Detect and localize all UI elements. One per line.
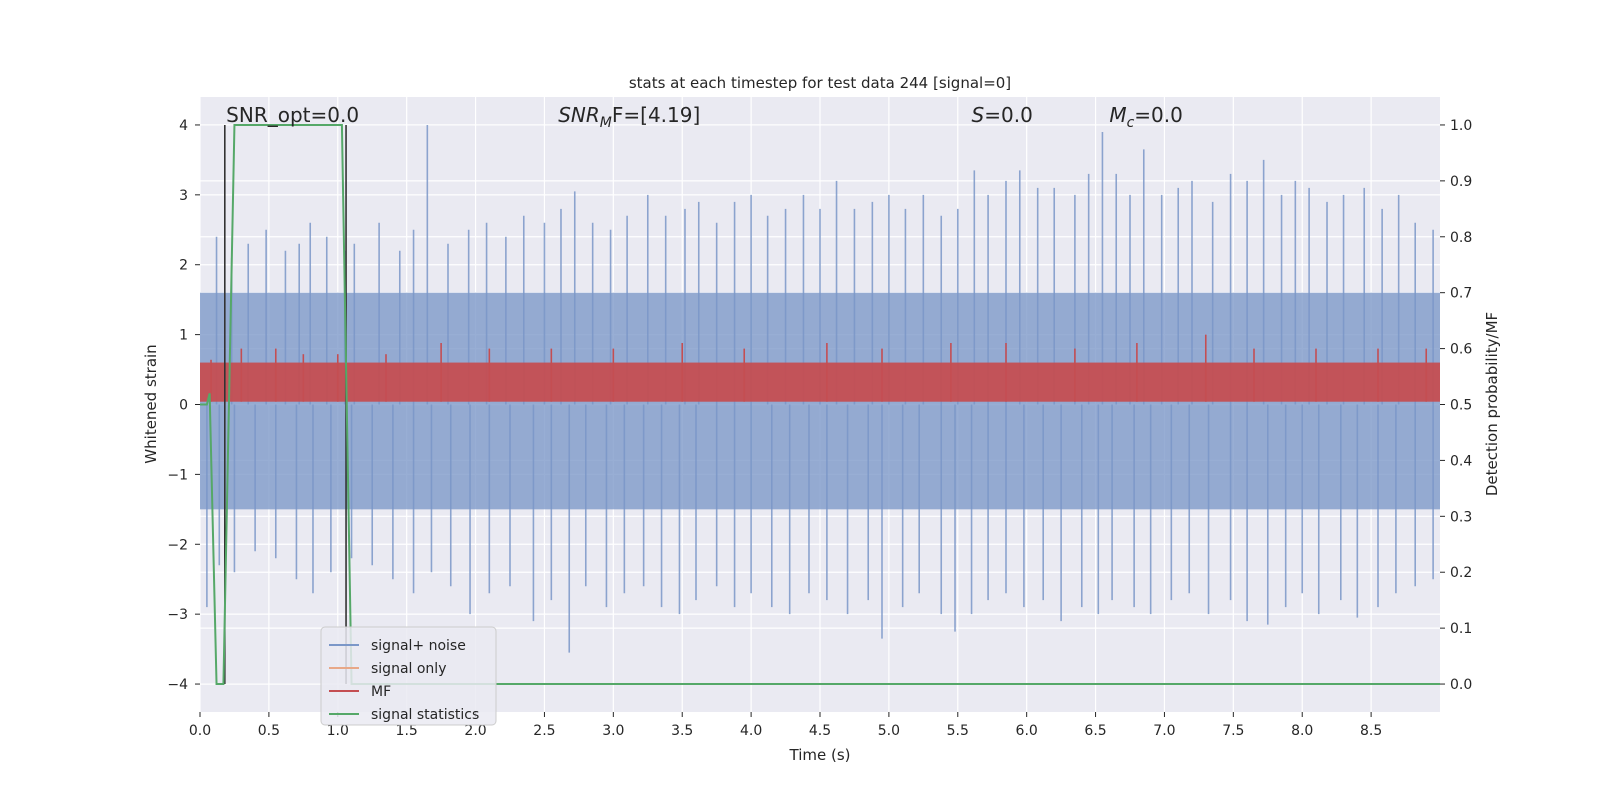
x-tick-label: 1.5 [396,723,418,739]
y-left-tick-label: 3 [179,188,188,204]
annotation-0: SNR_opt=0.0 [226,103,359,127]
annotation-2: S=0.0 [972,103,1033,127]
y-right-tick-label: 0.0 [1450,677,1472,693]
y-right-tick-label: 0.9 [1450,174,1472,190]
x-tick-label: 4.5 [809,723,831,739]
y-left-tick-label: −3 [167,607,188,623]
x-tick-label: 6.5 [1084,723,1106,739]
y-right-tick-label: 0.1 [1450,621,1472,637]
y-axis-left-ticks: −4 −3 −2 −1 0 1 2 3 4 [167,118,200,693]
y-axis-right-label: Detection probability/MF [1483,312,1501,496]
legend-box [320,626,497,726]
x-tick-label: 1.0 [327,723,349,739]
y-left-tick-label: 4 [179,118,188,134]
x-tick-label: 5.5 [947,723,969,739]
y-right-tick-label: 0.6 [1450,342,1472,358]
y-right-tick-label: 0.7 [1450,286,1472,302]
x-tick-label: 2.5 [533,723,555,739]
x-tick-label: 3.5 [671,723,693,739]
x-tick-label: 0.0 [189,723,211,739]
x-tick-label: 7.5 [1222,723,1244,739]
x-tick-label: 4.0 [740,723,762,739]
legend-entry: MF [371,684,391,700]
x-tick-label: 2.0 [464,723,486,739]
annotation-1: SNRMF=[4.19] [558,103,700,131]
y-right-tick-label: 1.0 [1450,118,1472,134]
chart-title: stats at each timestep for test data 244… [629,74,1011,92]
y-right-tick-label: 0.8 [1450,230,1472,246]
y-right-tick-label: 0.3 [1450,509,1472,525]
y-axis-left-label: Whitened strain [142,344,160,463]
legend-entry: signal+ noise [371,638,466,654]
x-axis-label: Time (s) [789,746,851,764]
annotations: SNR_opt=0.0 SNRMF=[4.19] S=0.0 Mc=0.0 [226,103,1183,131]
mf-series [200,334,1440,402]
y-right-tick-label: 0.4 [1450,453,1472,469]
annotation-3: Mc=0.0 [1109,103,1183,131]
mf-band [200,362,1440,402]
x-tick-label: 7.0 [1153,723,1175,739]
y-right-tick-label: 0.2 [1450,565,1472,581]
y-left-tick-label: 0 [179,398,188,414]
x-tick-label: 3.0 [602,723,624,739]
x-axis-ticks: 0.0 0.5 1.0 1.5 2.0 2.5 3.0 3.5 4.0 4.5 5.0 5.5 6.0 6… [189,712,1382,739]
legend: signal+ noise signal only MF signal statist… [320,626,497,726]
y-right-tick-label: 0.5 [1450,398,1472,414]
x-tick-label: 0.5 [258,723,280,739]
y-left-tick-label: 2 [179,258,188,274]
y-left-tick-label: −4 [167,677,188,693]
y-left-tick-label: 1 [179,328,188,344]
y-left-tick-label: −2 [167,537,188,553]
legend-entry: signal statistics [371,707,479,723]
x-tick-label: 5.0 [878,723,900,739]
y-axis-right-ticks: 0.0 0.1 0.2 0.3 0.4 0.5 0.6 0.7 0.8 0.9 1.0 [1440,118,1472,693]
x-tick-label: 8.5 [1360,723,1382,739]
x-tick-label: 8.0 [1291,723,1313,739]
legend-entry: signal only [371,661,446,677]
x-tick-label: 6.0 [1016,723,1038,739]
y-left-tick-label: −1 [167,467,188,483]
